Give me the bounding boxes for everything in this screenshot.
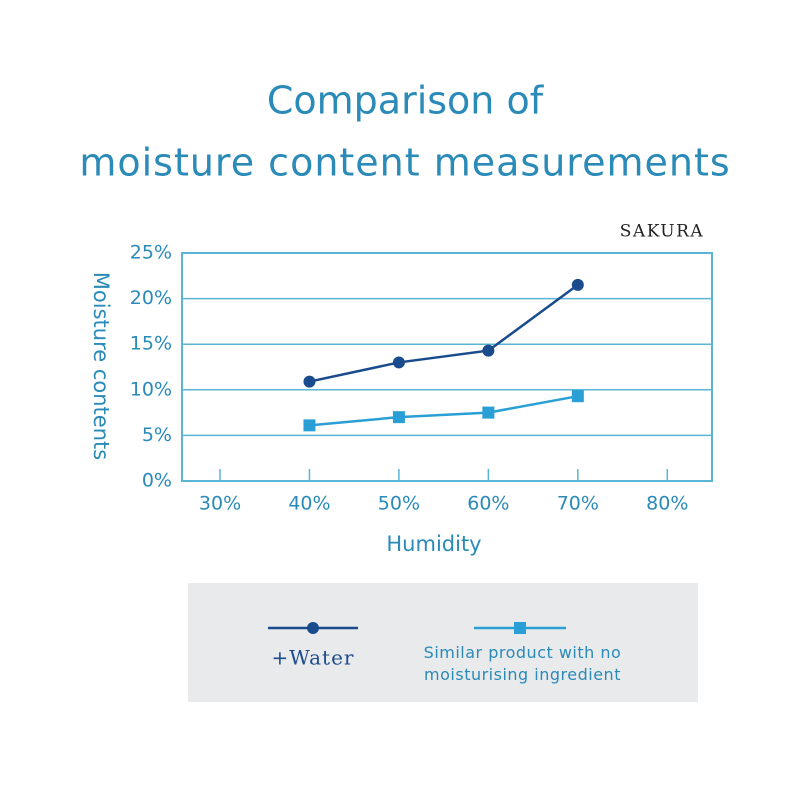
- marker: [482, 406, 495, 419]
- series-line: [309, 394, 579, 427]
- marker: [392, 411, 405, 424]
- legend-label: +Water: [272, 646, 355, 670]
- x-tick-label: 30%: [199, 493, 241, 515]
- y-tick-label: 5%: [142, 424, 172, 446]
- x-tick-label: 50%: [378, 493, 420, 515]
- y-tick-label: 15%: [130, 333, 172, 355]
- x-tick-label: 80%: [646, 493, 688, 515]
- x-tick-label: 60%: [467, 493, 509, 515]
- legend-marker: [514, 622, 526, 634]
- legend-marker: [307, 622, 319, 634]
- marker: [303, 375, 316, 388]
- marker: [482, 344, 495, 357]
- series-line: [309, 283, 579, 383]
- x-tick-label: 40%: [288, 493, 330, 515]
- legend-label: Similar product with no moisturising ing…: [423, 643, 622, 684]
- marker: [303, 419, 316, 432]
- legend-box: [188, 583, 698, 702]
- marker: [571, 278, 584, 291]
- chart-title: moisture content measurements: [79, 141, 730, 185]
- y-axis-label: Moisture contents: [89, 272, 113, 460]
- chart-title: Comparison of: [267, 79, 545, 123]
- x-tick-label: 70%: [557, 493, 599, 515]
- y-tick-label: 10%: [130, 378, 172, 400]
- marker: [571, 390, 584, 403]
- y-tick-label: 25%: [130, 242, 172, 264]
- brand: SAKURA: [620, 222, 704, 242]
- y-tick-label: 0%: [142, 470, 172, 492]
- marker: [392, 356, 405, 369]
- x-axis-label: Humidity: [386, 532, 481, 556]
- y-tick-label: 20%: [130, 287, 172, 309]
- plot-frame: [181, 252, 713, 482]
